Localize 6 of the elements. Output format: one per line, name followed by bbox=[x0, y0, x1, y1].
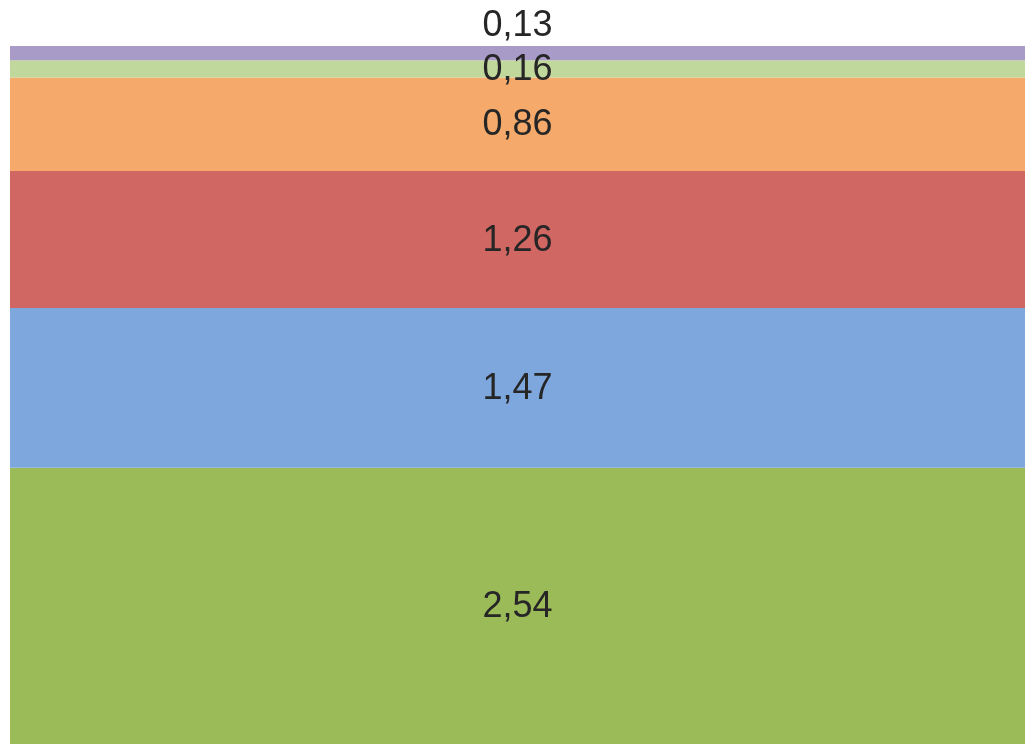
data-label: 0,13 bbox=[482, 3, 553, 44]
data-label: 0,86 bbox=[482, 102, 553, 144]
data-label: 1,26 bbox=[482, 217, 553, 259]
data-label: 2,54 bbox=[482, 583, 553, 625]
data-label: 1,47 bbox=[482, 365, 553, 407]
data-label: 0,16 bbox=[482, 46, 553, 88]
